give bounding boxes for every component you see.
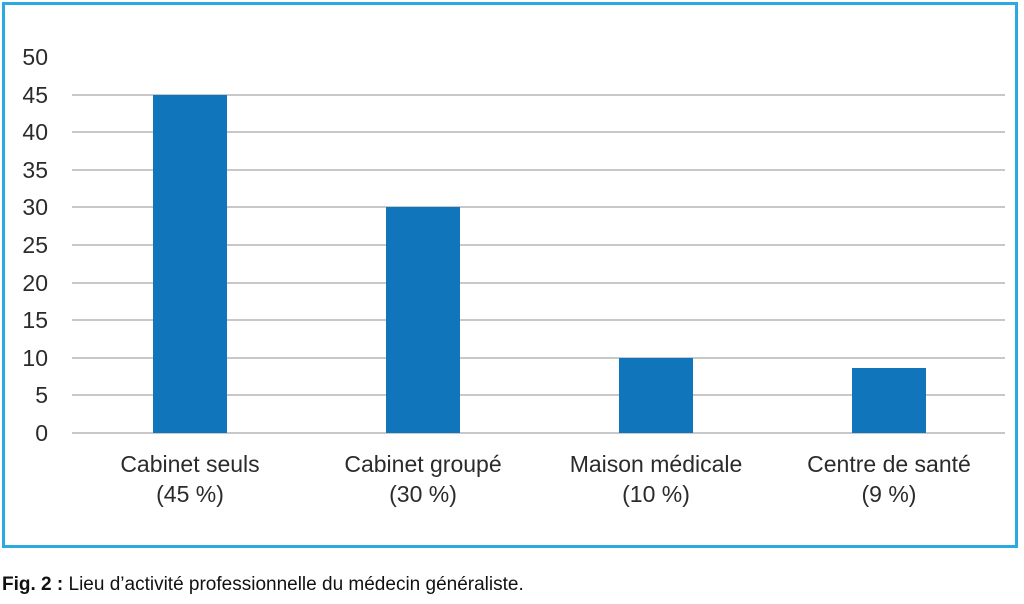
y-tick-label-30: 30 <box>22 194 48 221</box>
gridline-5 <box>72 394 1005 397</box>
y-tick-label-45: 45 <box>22 81 48 108</box>
bar-chart: 0 5 10 15 20 25 30 35 40 45 50 Cabinet seuls (45 %) C… <box>5 5 1015 545</box>
gridline-0 <box>72 432 1005 434</box>
bar-centre-de-sante <box>852 367 926 433</box>
gridline-30 <box>72 206 1005 209</box>
bar-cabinet-seuls <box>153 94 227 433</box>
category-name: Maison médicale <box>569 451 743 477</box>
category-name: Centre de santé <box>807 451 971 477</box>
figure-caption: Fig. 2 : Lieu d’activité professionnelle… <box>2 574 524 596</box>
gridline-10 <box>72 356 1005 359</box>
category-percentage: (10 %) <box>622 481 690 507</box>
y-tick-label-50: 50 <box>22 44 48 70</box>
caption-text: Lieu d’activité professionnelle du médec… <box>63 574 524 595</box>
x-category-label-cabinet-seuls: Cabinet seuls (45 %) <box>60 449 320 509</box>
figure-border: 0 5 10 15 20 25 30 35 40 45 50 Cabinet seuls (45 %) C… <box>2 2 1018 548</box>
category-name: Cabinet groupé <box>344 451 502 477</box>
y-tick-label-25: 25 <box>22 232 48 258</box>
y-tick-label-40: 40 <box>22 119 48 146</box>
gridline-35 <box>72 168 1005 171</box>
x-category-label-cabinet-groupe: Cabinet groupé (30 %) <box>293 449 553 509</box>
y-tick-label-20: 20 <box>22 269 48 296</box>
gridline-25 <box>72 244 1005 246</box>
category-percentage: (30 %) <box>389 481 457 507</box>
gridline-20 <box>72 281 1005 284</box>
y-tick-label-35: 35 <box>22 156 48 183</box>
gridline-15 <box>72 319 1005 322</box>
x-category-label-centre-de-sante: Centre de santé (9 %) <box>759 449 1019 509</box>
y-tick-label-15: 15 <box>22 307 48 334</box>
caption-prefix: Fig. 2 : <box>2 574 64 595</box>
gridline-45 <box>72 93 1005 96</box>
category-percentage: (45 %) <box>156 481 224 507</box>
bar-maison-medicale <box>619 357 693 433</box>
category-percentage: (9 %) <box>861 481 917 507</box>
category-name: Cabinet seuls <box>120 451 260 477</box>
y-tick-label-0: 0 <box>35 420 48 446</box>
y-tick-label-10: 10 <box>22 344 48 371</box>
bar-cabinet-groupe <box>386 207 460 433</box>
gridline-40 <box>72 131 1005 134</box>
y-tick-label-5: 5 <box>35 382 48 409</box>
x-category-label-maison-medicale: Maison médicale (10 %) <box>526 449 786 509</box>
